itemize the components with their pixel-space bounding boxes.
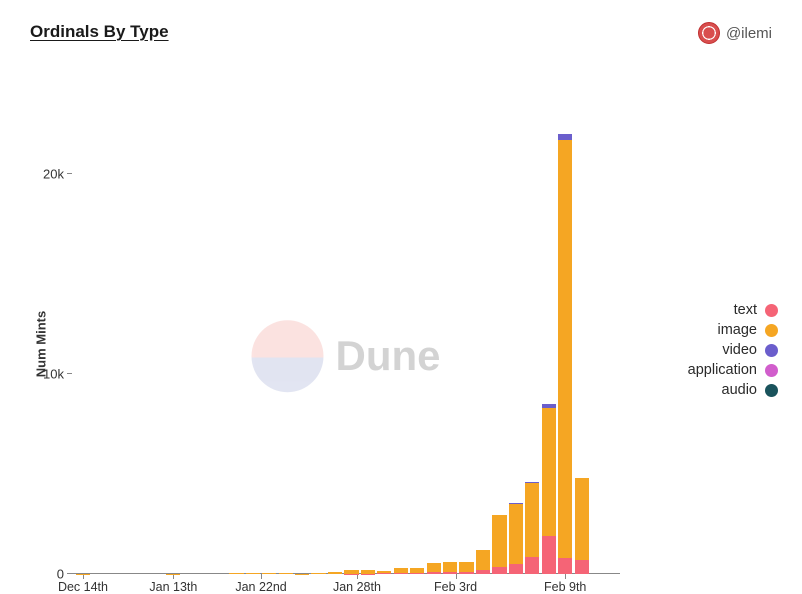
legend-label: application: [688, 362, 757, 378]
bar-segment-text: [361, 574, 375, 575]
x-tick-label: Dec 14th: [58, 580, 108, 594]
bar[interactable]: [525, 482, 539, 574]
x-tick-mark: [357, 574, 358, 579]
bar[interactable]: [558, 134, 572, 574]
bar[interactable]: [311, 573, 325, 574]
avatar: [698, 22, 720, 44]
author-handle: @ilemi: [726, 25, 772, 42]
chart-title-link[interactable]: Ordinals By Type: [30, 22, 169, 42]
header: Ordinals By Type @ilemi: [0, 0, 802, 44]
bar-segment-image: [476, 550, 490, 570]
bar-segment-image: [76, 574, 90, 575]
bar-segment-image: [492, 515, 506, 567]
bar-segment-text: [344, 574, 358, 575]
y-tick-label: 20k: [43, 167, 64, 182]
bar-segment-text: [377, 573, 391, 574]
bar-segment-text: [410, 573, 424, 574]
bar-segment-text: [542, 536, 556, 574]
bar-segment-image: [246, 573, 260, 574]
legend-item-text[interactable]: text: [688, 302, 778, 318]
legend-swatch-icon: [765, 324, 778, 337]
legend-swatch-icon: [765, 364, 778, 377]
bar-segment-text: [558, 558, 572, 574]
bar-segment-image: [459, 562, 473, 572]
legend-label: image: [718, 322, 758, 338]
bar-segment-image: [525, 483, 539, 557]
legend-swatch-icon: [765, 304, 778, 317]
bar-segment-image: [427, 563, 441, 572]
x-tick-mark: [261, 574, 262, 579]
x-tick-label: Jan 28th: [333, 580, 381, 594]
legend-swatch-icon: [765, 344, 778, 357]
bar[interactable]: [361, 570, 375, 574]
x-tick-label: Jan 13th: [149, 580, 197, 594]
bar-segment-image: [575, 478, 589, 560]
bar[interactable]: [246, 573, 260, 574]
legend-item-application[interactable]: application: [688, 362, 778, 378]
bar-segment-image: [279, 573, 293, 574]
bar-segment-image: [443, 562, 457, 572]
bar-segment-image: [262, 573, 276, 574]
legend-label: audio: [722, 382, 757, 398]
bar[interactable]: [229, 573, 243, 574]
legend-swatch-icon: [765, 384, 778, 397]
x-tick-label: Feb 9th: [544, 580, 586, 594]
dune-logo-icon: [252, 320, 324, 392]
x-tick-mark: [173, 574, 174, 579]
bar-segment-text: [509, 564, 523, 574]
bar-segment-image: [542, 408, 556, 536]
bar-segment-text: [459, 572, 473, 574]
bar-segment-text: [427, 572, 441, 574]
bar[interactable]: [427, 563, 441, 574]
watermark-text: Dune: [336, 332, 441, 380]
bar-segment-text: [443, 572, 457, 574]
x-tick-label: Jan 22nd: [235, 580, 286, 594]
bar-segment-image: [311, 573, 325, 574]
bar-segment-text: [575, 560, 589, 574]
legend-item-audio[interactable]: audio: [688, 382, 778, 398]
bar-segment-text: [394, 573, 408, 574]
bar[interactable]: [377, 571, 391, 574]
bar-segment-image: [295, 574, 309, 575]
bar[interactable]: [166, 574, 180, 575]
plot-area: Dune 010k20kDec 14thJan 13thJan 22ndJan …: [72, 124, 620, 574]
y-tick-mark: [67, 173, 72, 174]
x-tick-mark: [83, 574, 84, 579]
bar-segment-text: [476, 570, 490, 574]
watermark: Dune: [252, 320, 441, 392]
bar[interactable]: [476, 550, 490, 574]
bar[interactable]: [509, 503, 523, 574]
bar[interactable]: [279, 573, 293, 574]
x-tick-mark: [456, 574, 457, 579]
author-badge[interactable]: @ilemi: [698, 22, 772, 44]
bar-segment-image: [509, 504, 523, 564]
bar[interactable]: [443, 562, 457, 574]
bar[interactable]: [262, 573, 276, 574]
bar[interactable]: [492, 515, 506, 574]
bar[interactable]: [76, 574, 90, 575]
bar-segment-image: [328, 572, 342, 574]
legend-label: text: [734, 302, 757, 318]
legend: text image video application audio: [688, 302, 778, 398]
bar-segment-image: [558, 140, 572, 558]
bar[interactable]: [295, 574, 309, 575]
y-tick-label: 10k: [43, 367, 64, 382]
bar[interactable]: [542, 404, 556, 574]
bar[interactable]: [344, 570, 358, 574]
bar-segment-text: [492, 567, 506, 574]
bar-segment-image: [166, 574, 180, 575]
y-tick-mark: [67, 573, 72, 574]
bar[interactable]: [459, 562, 473, 574]
legend-label: video: [722, 342, 757, 358]
bar-segment-image: [229, 573, 243, 574]
bar[interactable]: [394, 568, 408, 574]
bar[interactable]: [328, 572, 342, 574]
legend-item-image[interactable]: image: [688, 322, 778, 338]
bar[interactable]: [410, 568, 424, 574]
x-tick-label: Feb 3rd: [434, 580, 477, 594]
y-tick-mark: [67, 373, 72, 374]
x-tick-mark: [565, 574, 566, 579]
legend-item-video[interactable]: video: [688, 342, 778, 358]
